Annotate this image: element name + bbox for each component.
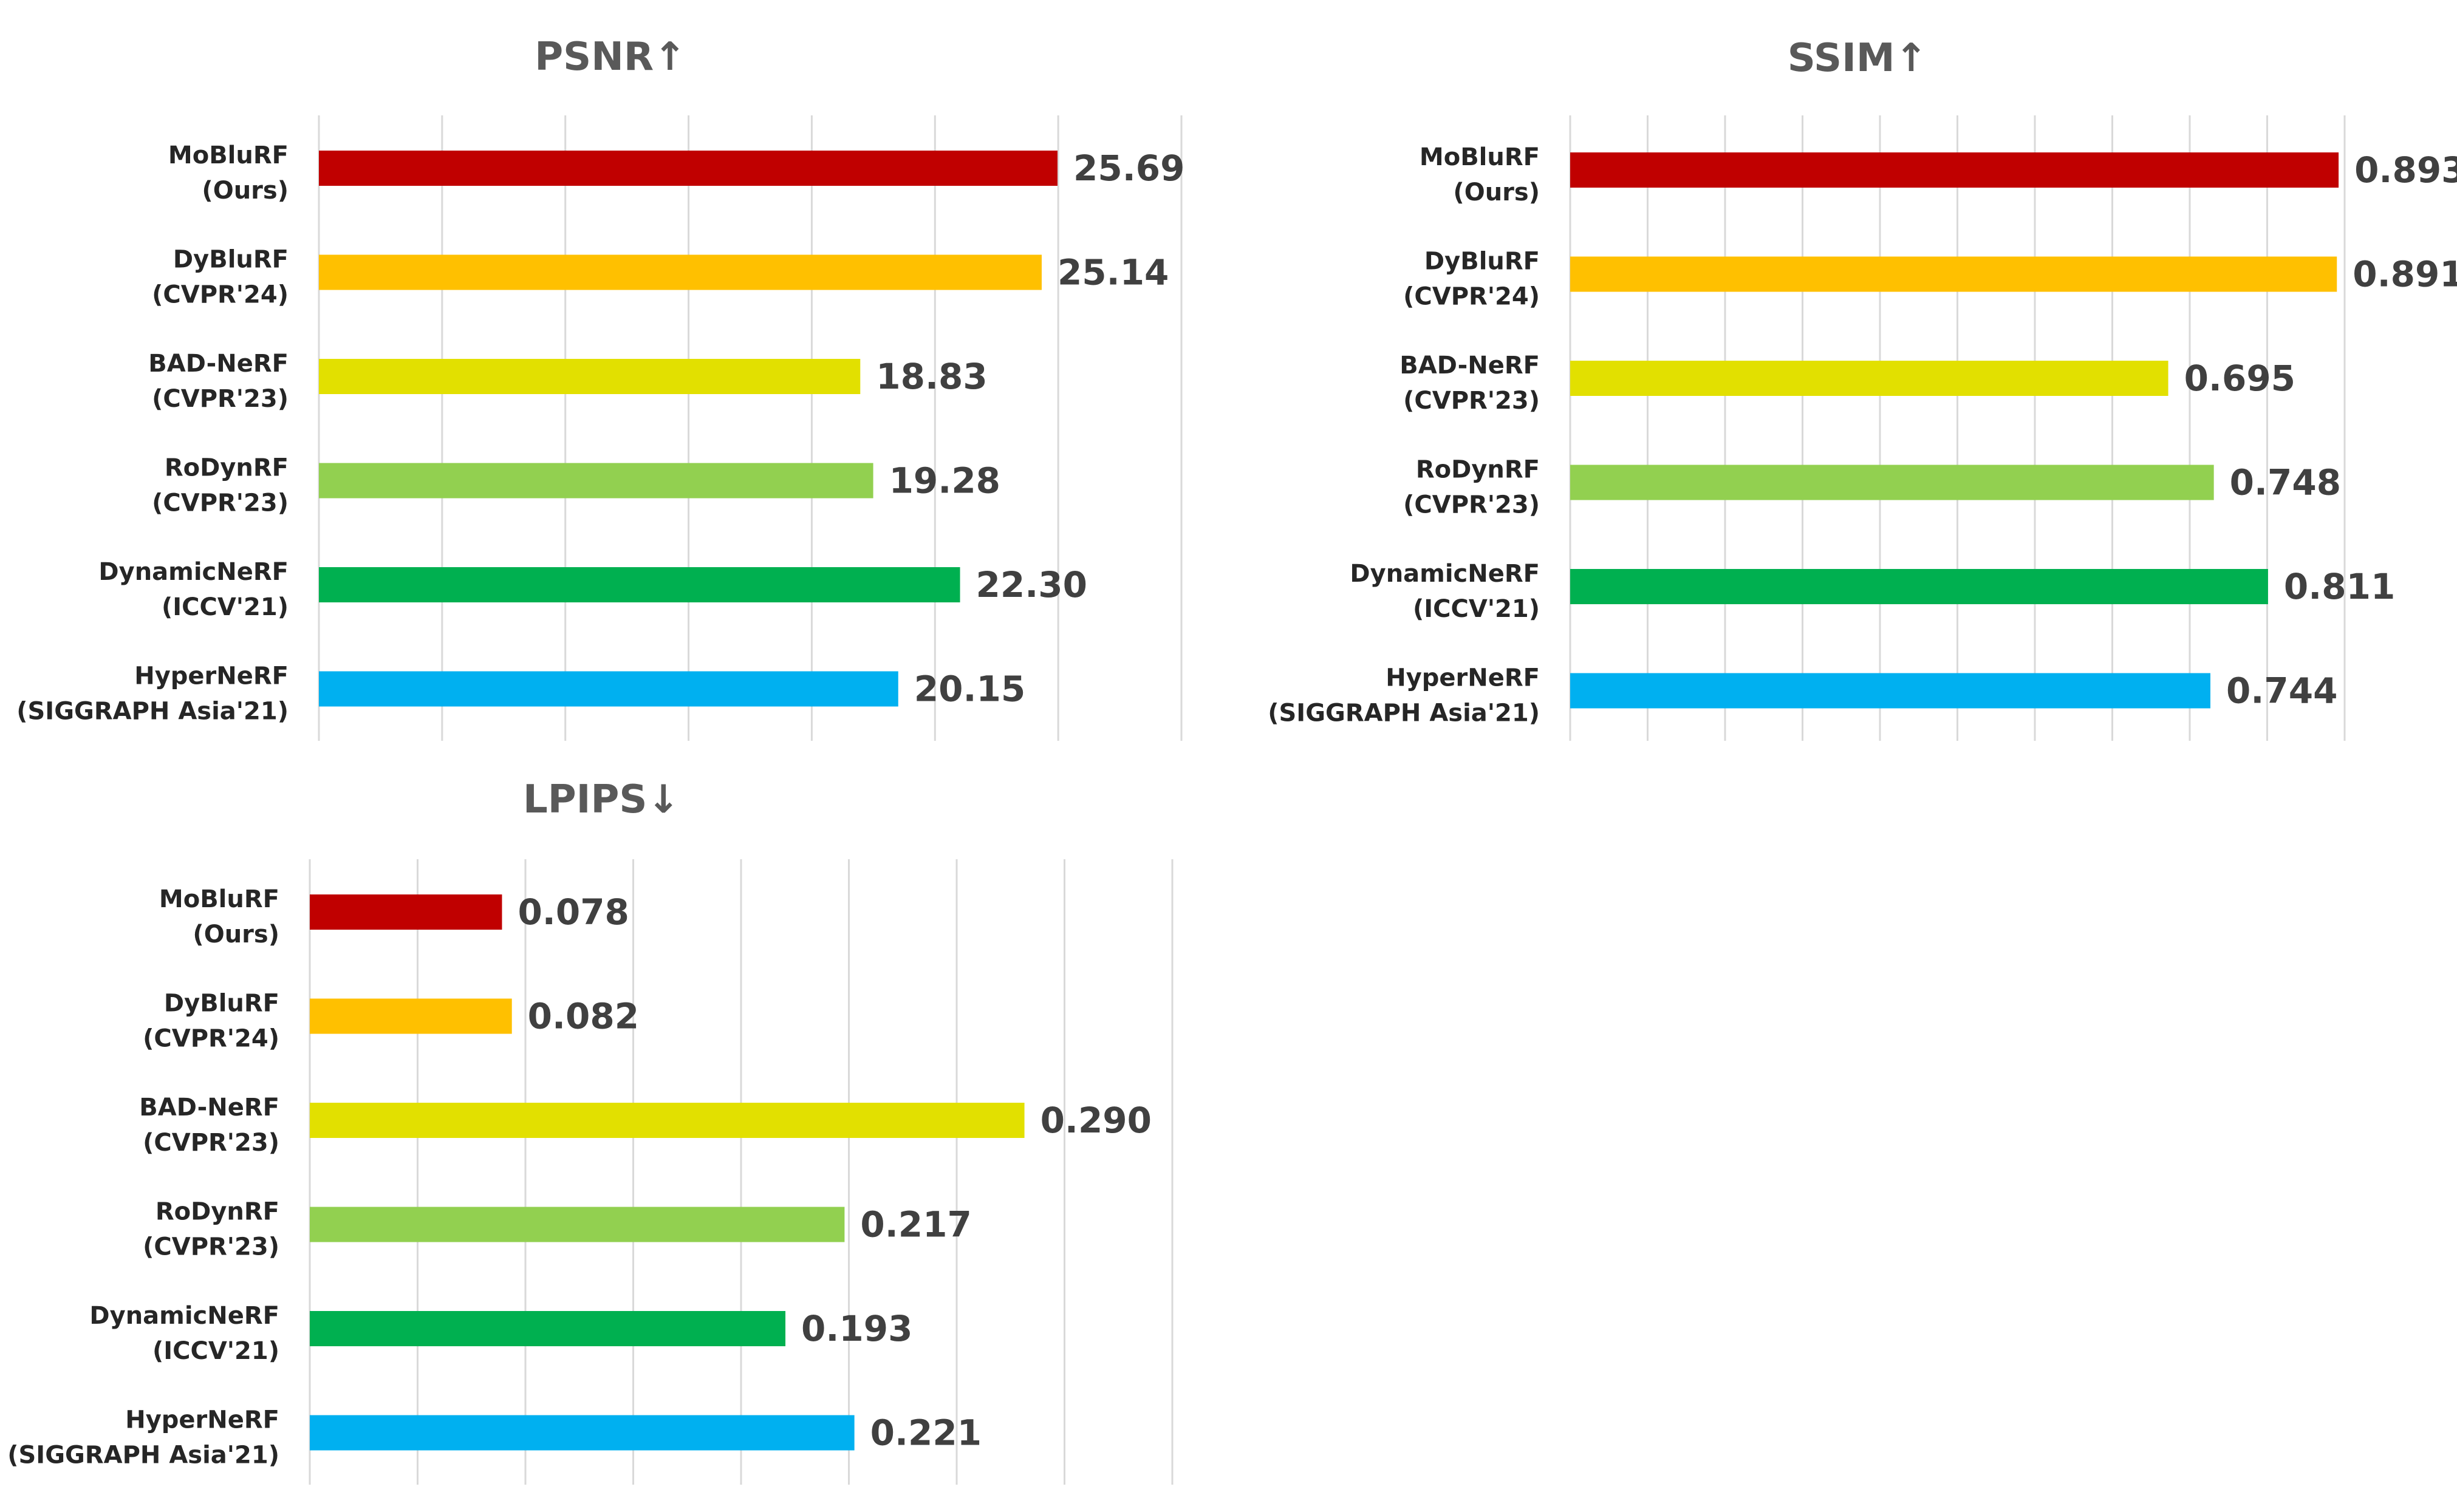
ssim-value-label: 0.893 <box>2354 149 2457 191</box>
ssim-bar <box>1570 569 2268 604</box>
ssim-bar <box>1570 256 2337 292</box>
psnr-value-label: 22.30 <box>976 564 1087 605</box>
lpips-chart-title: LPIPS↓ <box>523 777 680 822</box>
lpips-category-label: DyBluRF (CVPR'24) <box>143 990 279 1053</box>
psnr-bar <box>319 254 1042 290</box>
lpips-value-label: 0.217 <box>860 1204 971 1245</box>
lpips-value-label: 0.078 <box>518 891 629 933</box>
lpips-value-label: 0.082 <box>528 996 639 1037</box>
lpips-chart: LPIPS↓ MoBluRF (Ours) 0.078 DyBluRF (CVPR'24)… <box>7 777 1174 1485</box>
ssim-value-label: 0.811 <box>2284 566 2395 607</box>
ssim-value-label: 0.695 <box>2184 358 2295 399</box>
ssim-category-label: DynamicNeRF (ICCV'21) <box>1350 560 1540 623</box>
ssim-chart: SSIM↑ MoBluRF (Ours) 0.893 DyBluRF (CVPR'24) 0… <box>1268 36 2457 741</box>
psnr-category-label: RoDynRF (CVPR'23) <box>152 454 289 517</box>
ssim-category-label: RoDynRF (CVPR'23) <box>1403 456 1540 519</box>
ssim-value-label: 0.748 <box>2230 462 2341 503</box>
psnr-bar <box>319 151 1058 186</box>
ssim-category-label: MoBluRF (Ours) <box>1420 143 1540 206</box>
psnr-category-label: BAD-NeRF (CVPR'23) <box>148 350 289 413</box>
psnr-category-label: DynamicNeRF (ICCV'21) <box>98 558 289 621</box>
ssim-category-label: HyperNeRF (SIGGRAPH Asia'21) <box>1268 664 1540 727</box>
lpips-bar <box>310 894 502 930</box>
lpips-value-label: 0.290 <box>1041 1100 1152 1141</box>
lpips-category-label: DynamicNeRF (ICCV'21) <box>89 1302 279 1365</box>
ssim-category-label: BAD-NeRF (CVPR'23) <box>1399 352 1540 415</box>
psnr-category-label: HyperNeRF (SIGGRAPH Asia'21) <box>16 662 289 726</box>
psnr-value-label: 18.83 <box>876 356 987 397</box>
lpips-bar <box>310 1207 845 1242</box>
ssim-chart-title: SSIM↑ <box>1788 36 1927 81</box>
ssim-value-label: 0.744 <box>2226 670 2337 712</box>
psnr-chart-title: PSNR↑ <box>535 35 686 80</box>
ssim-bar <box>1570 465 2214 500</box>
lpips-category-label: HyperNeRF (SIGGRAPH Asia'21) <box>7 1406 279 1469</box>
psnr-value-label: 20.15 <box>914 669 1025 710</box>
psnr-bar <box>319 359 861 394</box>
psnr-bar <box>319 463 873 499</box>
lpips-bar <box>310 1415 855 1451</box>
lpips-value-label: 0.193 <box>801 1308 912 1349</box>
lpips-bar <box>310 1103 1025 1138</box>
psnr-value-label: 25.14 <box>1058 252 1169 293</box>
lpips-value-label: 0.221 <box>870 1412 982 1454</box>
psnr-category-label: MoBluRF (Ours) <box>168 141 289 205</box>
lpips-category-label: BAD-NeRF (CVPR'23) <box>139 1094 279 1157</box>
lpips-category-label: RoDynRF (CVPR'23) <box>143 1198 279 1261</box>
ssim-bar <box>1570 361 2168 396</box>
ssim-category-label: DyBluRF (CVPR'24) <box>1403 248 1540 311</box>
ssim-bar <box>1570 152 2339 188</box>
psnr-category-label: DyBluRF (CVPR'24) <box>152 246 289 309</box>
psnr-value-label: 25.69 <box>1073 148 1184 189</box>
ssim-value-label: 0.891 <box>2353 254 2457 295</box>
lpips-bar <box>310 1311 786 1346</box>
psnr-bar <box>319 567 960 602</box>
ssim-bar <box>1570 673 2210 709</box>
psnr-chart: PSNR↑ MoBluRF (Ours) 25.69 DyBluRF (CVPR'24) 2… <box>16 35 1184 741</box>
psnr-value-label: 19.28 <box>889 460 1000 502</box>
lpips-bar <box>310 998 512 1034</box>
lpips-category-label: MoBluRF (Ours) <box>159 885 279 948</box>
psnr-bar <box>319 671 898 707</box>
